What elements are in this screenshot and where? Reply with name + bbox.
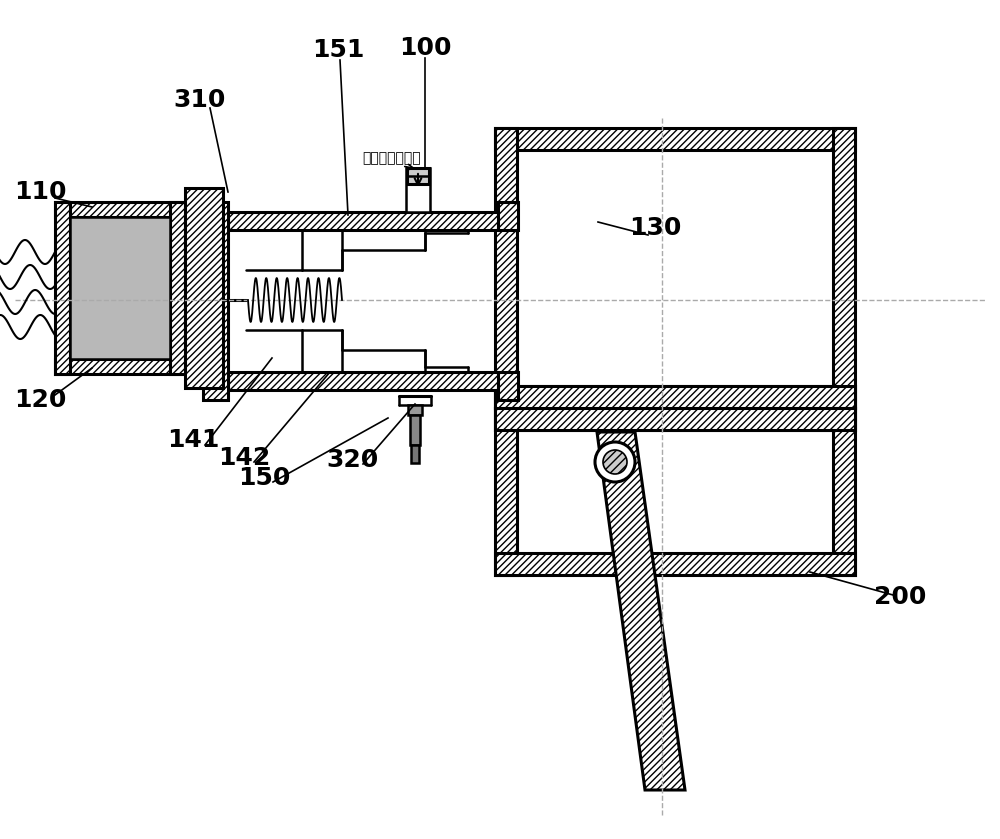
- Text: 150: 150: [238, 466, 290, 490]
- Bar: [498, 372, 518, 400]
- Bar: [55, 359, 185, 374]
- Bar: [495, 128, 855, 150]
- Text: 320: 320: [327, 448, 379, 472]
- Text: 130: 130: [629, 216, 681, 240]
- Bar: [228, 212, 498, 230]
- Bar: [185, 188, 223, 388]
- Bar: [495, 128, 517, 408]
- Bar: [495, 408, 517, 575]
- Bar: [410, 415, 420, 445]
- Bar: [406, 168, 430, 212]
- Bar: [495, 386, 855, 408]
- Bar: [228, 372, 498, 390]
- Bar: [70, 217, 170, 359]
- Bar: [495, 408, 855, 430]
- Text: 200: 200: [874, 585, 926, 609]
- Bar: [408, 405, 422, 415]
- Bar: [833, 408, 855, 575]
- Bar: [55, 202, 185, 217]
- Bar: [203, 202, 228, 400]
- Bar: [411, 445, 419, 463]
- Text: 通往高压空气瓶: 通往高压空气瓶: [363, 151, 421, 165]
- Bar: [833, 128, 855, 408]
- Text: 141: 141: [167, 428, 219, 452]
- Bar: [495, 553, 855, 575]
- Bar: [55, 202, 70, 374]
- Bar: [498, 202, 518, 230]
- Bar: [170, 202, 185, 374]
- Text: 120: 120: [14, 388, 66, 412]
- Text: 110: 110: [14, 180, 66, 204]
- Bar: [495, 386, 855, 430]
- Text: 151: 151: [312, 38, 364, 62]
- Text: 100: 100: [399, 36, 451, 60]
- Polygon shape: [597, 432, 685, 790]
- Text: 310: 310: [174, 88, 226, 112]
- Text: 142: 142: [218, 446, 270, 470]
- Circle shape: [595, 442, 635, 482]
- Bar: [407, 168, 429, 184]
- Circle shape: [603, 450, 627, 474]
